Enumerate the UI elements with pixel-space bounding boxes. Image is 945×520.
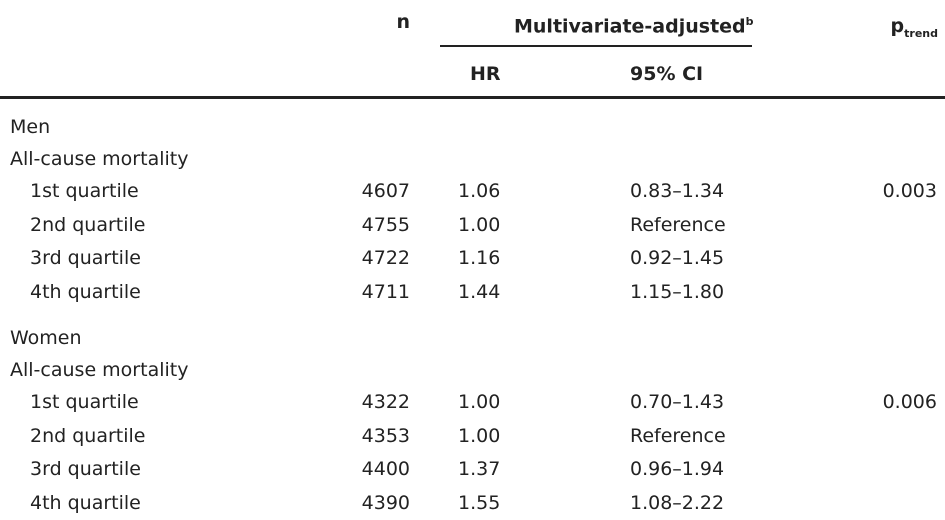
cell-ci: 0.92–1.45 bbox=[630, 247, 725, 269]
cell-hr: 1.16 bbox=[458, 247, 501, 269]
cell-n: 4322 bbox=[361, 391, 410, 413]
row-label: 2nd quartile bbox=[30, 213, 146, 236]
cell-n: 4722 bbox=[361, 247, 410, 269]
cell-hr: 1.00 bbox=[458, 213, 501, 236]
cell-ci: Reference bbox=[630, 424, 726, 447]
cell-hr: 1.44 bbox=[458, 280, 501, 303]
cell-n: 4755 bbox=[361, 213, 410, 236]
cell-n: 4711 bbox=[361, 280, 410, 303]
cell-ci: 0.70–1.43 bbox=[630, 391, 725, 413]
group-rule bbox=[440, 45, 752, 47]
header-hr: HR bbox=[470, 63, 501, 85]
cell-ci: 1.08–2.22 bbox=[630, 491, 725, 514]
header-ci: 95% CI bbox=[630, 63, 704, 85]
cell-n: 4607 bbox=[361, 180, 410, 202]
cell-hr: 1.00 bbox=[458, 391, 501, 413]
header-p: ptrend bbox=[820, 14, 938, 46]
cell-ci: 1.15–1.80 bbox=[630, 280, 725, 303]
row-label: 1st quartile bbox=[30, 180, 139, 202]
header-rule bbox=[0, 96, 945, 99]
cell-hr: 1.00 bbox=[458, 424, 501, 447]
outcome-label: All-cause mortality bbox=[10, 148, 189, 170]
cell-p: 0.003 bbox=[882, 180, 937, 202]
header-n: n bbox=[396, 11, 410, 33]
header-p-label: p bbox=[890, 15, 905, 37]
cell-n: 4400 bbox=[361, 458, 410, 480]
row-label: 2nd quartile bbox=[30, 424, 146, 447]
header-group-label: Multivariate-adjusted bbox=[514, 15, 746, 38]
row-label: 4th quartile bbox=[30, 491, 141, 514]
cell-n: 4390 bbox=[361, 491, 410, 514]
cell-p: 0.006 bbox=[882, 391, 937, 413]
group-label: Men bbox=[10, 116, 51, 138]
cell-n: 4353 bbox=[361, 424, 410, 447]
group-label: Women bbox=[10, 327, 82, 349]
row-label: 4th quartile bbox=[30, 280, 141, 303]
header-group-sup: b bbox=[745, 15, 754, 28]
cell-ci: 0.96–1.94 bbox=[630, 458, 725, 480]
cell-hr: 1.06 bbox=[458, 180, 501, 202]
outcome-label: All-cause mortality bbox=[10, 359, 189, 381]
cell-hr: 1.55 bbox=[458, 491, 501, 514]
cell-ci: Reference bbox=[630, 213, 726, 236]
row-label: 3rd quartile bbox=[30, 458, 141, 480]
header-group: Multivariate-adjustedb bbox=[514, 10, 754, 38]
row-label: 3rd quartile bbox=[30, 247, 141, 269]
cell-ci: 0.83–1.34 bbox=[630, 180, 725, 202]
row-label: 1st quartile bbox=[30, 391, 139, 413]
header-p-sub: trend bbox=[904, 26, 938, 40]
cell-hr: 1.37 bbox=[458, 458, 501, 480]
